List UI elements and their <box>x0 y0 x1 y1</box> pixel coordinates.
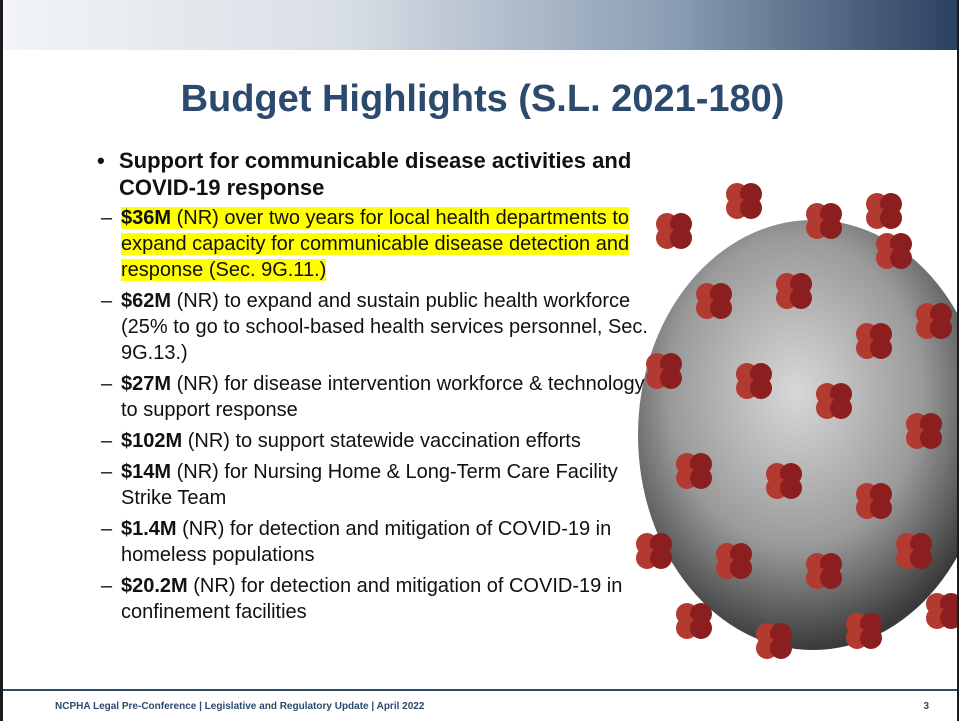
item-text: (NR) for disease intervention workforce … <box>121 373 645 421</box>
spike <box>930 317 952 339</box>
amount: $36M <box>121 207 171 229</box>
item-text-wrap: $1.4M (NR) for detection and mitigation … <box>121 518 611 566</box>
sub-bullet: $1.4M (NR) for detection and mitigation … <box>95 516 655 568</box>
virus-image <box>633 170 959 690</box>
slide-title: Budget Highlights (S.L. 2021-180) <box>3 78 959 121</box>
spike <box>660 367 682 389</box>
spike <box>870 337 892 359</box>
item-text: (NR) to support statewide vaccination ef… <box>182 430 581 452</box>
spike <box>830 397 852 419</box>
spike <box>690 617 712 639</box>
item-text-wrap: $20.2M (NR) for detection and mitigation… <box>121 575 622 623</box>
amount: $27M <box>121 373 171 395</box>
page: Budget Highlights (S.L. 2021-180) Suppor… <box>0 0 959 721</box>
amount: $62M <box>121 290 171 312</box>
sub-bullet: $62M (NR) to expand and sustain public h… <box>95 288 655 366</box>
sub-bullet: $14M (NR) for Nursing Home & Long-Term C… <box>95 459 655 511</box>
spike <box>920 427 942 449</box>
top-bar <box>3 0 959 50</box>
spike <box>770 637 792 659</box>
sub-bullet: $20.2M (NR) for detection and mitigation… <box>95 573 655 625</box>
spike <box>820 217 842 239</box>
amount: $102M <box>121 430 182 452</box>
spike <box>780 477 802 499</box>
spike <box>670 227 692 249</box>
page-number: 3 <box>923 701 929 712</box>
footer-text: NCPHA Legal Pre-Conference | Legislative… <box>55 701 424 712</box>
item-text-wrap: $62M (NR) to expand and sustain public h… <box>121 290 648 364</box>
sub-bullet: $102M (NR) to support statewide vaccinat… <box>95 428 655 454</box>
spike <box>890 247 912 269</box>
item-text: (NR) for detection and mitigation of COV… <box>121 518 611 566</box>
content: Support for communicable disease activit… <box>95 147 655 630</box>
item-text: (NR) for detection and mitigation of COV… <box>121 575 622 623</box>
spike <box>790 287 812 309</box>
spike <box>860 627 882 649</box>
item-text: (NR) over two years for local health dep… <box>121 207 629 281</box>
item-text-wrap: $27M (NR) for disease intervention workf… <box>121 373 645 421</box>
item-text-wrap: $14M (NR) for Nursing Home & Long-Term C… <box>121 461 618 509</box>
item-text-wrap: $36M (NR) over two years for local healt… <box>121 207 629 281</box>
amount: $14M <box>121 461 171 483</box>
spike <box>820 567 842 589</box>
amount: $20.2M <box>121 575 188 597</box>
spike <box>870 497 892 519</box>
bullet-heading: Support for communicable disease activit… <box>95 147 655 201</box>
item-text: (NR) to expand and sustain public health… <box>121 290 648 364</box>
footer-line <box>3 689 959 691</box>
slide: Budget Highlights (S.L. 2021-180) Suppor… <box>0 0 959 721</box>
spike <box>730 557 752 579</box>
spike <box>910 547 932 569</box>
spike <box>710 297 732 319</box>
spike <box>740 197 762 219</box>
item-text: (NR) for Nursing Home & Long-Term Care F… <box>121 461 618 509</box>
sub-bullets: $36M (NR) over two years for local healt… <box>95 205 655 625</box>
spike <box>750 377 772 399</box>
item-text-wrap: $102M (NR) to support statewide vaccinat… <box>121 430 581 452</box>
sub-bullet: $27M (NR) for disease intervention workf… <box>95 371 655 423</box>
spike <box>690 467 712 489</box>
spike <box>880 207 902 229</box>
sub-bullet: $36M (NR) over two years for local healt… <box>95 205 655 283</box>
amount: $1.4M <box>121 518 177 540</box>
